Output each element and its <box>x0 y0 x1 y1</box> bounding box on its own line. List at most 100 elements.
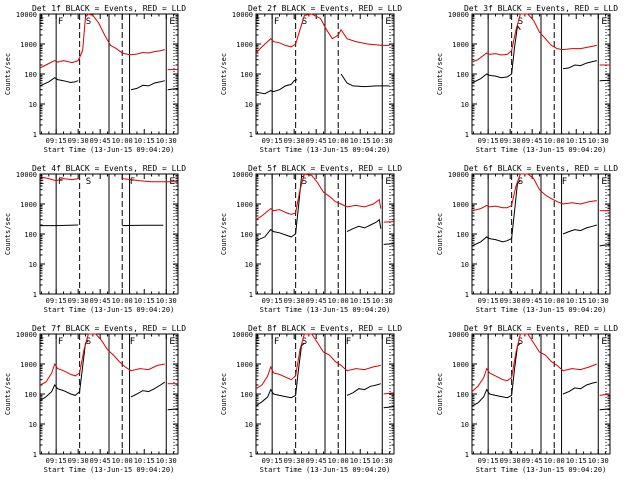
y-tick-label: 10 <box>29 101 37 109</box>
y-tick-label: 10000 <box>232 331 253 339</box>
region-label-s: S <box>302 337 307 347</box>
y-tick-label: 10 <box>245 101 253 109</box>
x-tick-label: 09:15 <box>262 297 283 305</box>
region-label-e: E <box>39 337 44 347</box>
x-axis-label: Start Time (13-Jun-15 09:04:20) <box>260 146 391 154</box>
y-tick-label: 1 <box>465 451 469 459</box>
region-label-f: F <box>274 17 279 27</box>
x-axis-label: Start Time (13-Jun-15 09:04:20) <box>260 306 391 314</box>
y-tick-label: 10000 <box>16 11 37 19</box>
x-tick-label: 10:30 <box>156 297 177 305</box>
x-axis-label: Start Time (13-Jun-15 09:04:20) <box>44 466 175 474</box>
series-lld-line <box>471 173 597 212</box>
x-tick-label: 09:45 <box>90 297 111 305</box>
series-events-line <box>562 224 597 235</box>
y-tick-label: 1 <box>465 291 469 299</box>
panel-det-5: Det 5f BLACK = Events, RED = LLD 1 10 100 10… <box>220 164 402 314</box>
region-label-e: E <box>385 177 390 187</box>
x-tick-label: 09:15 <box>262 137 283 145</box>
panel-title: Det 9f BLACK = Events, RED = LLD <box>464 324 618 333</box>
y-tick-label: 1000 <box>452 41 469 49</box>
y-tick-label: 100 <box>240 71 253 79</box>
x-tick-label: 10:15 <box>134 137 155 145</box>
y-tick-label: 10000 <box>448 171 469 179</box>
y-tick-label: 10000 <box>232 11 253 19</box>
region-label-e: E <box>255 17 260 27</box>
x-tick-label: 09:15 <box>46 137 67 145</box>
series-events-line <box>562 381 597 395</box>
x-tick-label: 09:45 <box>306 297 327 305</box>
series-lld-line <box>471 13 597 63</box>
x-tick-label: 09:45 <box>90 137 111 145</box>
region-label-e: E <box>255 337 260 347</box>
y-axis-label: Counts/sec <box>220 373 228 415</box>
x-tick-label: 09:30 <box>68 297 89 305</box>
x-tick-label: 10:15 <box>350 137 371 145</box>
region-label-s: S <box>518 17 523 27</box>
y-tick-label: 10000 <box>448 331 469 339</box>
series-lld-line <box>383 392 395 395</box>
region-label-f: F <box>562 177 567 187</box>
series-lld-line <box>39 176 79 182</box>
x-axis-label: Start Time (13-Jun-15 09:04:20) <box>476 466 607 474</box>
region-label-f: F <box>274 337 279 347</box>
series-events-line <box>599 79 611 82</box>
region-label-s: S <box>518 337 523 347</box>
series-events-line <box>599 243 611 247</box>
series-events-line <box>471 342 521 407</box>
y-tick-label: 100 <box>240 391 253 399</box>
region-label-s: S <box>518 177 523 187</box>
region-label-e: E <box>39 177 44 187</box>
series-events-line <box>167 87 179 91</box>
y-tick-label: 10000 <box>16 331 37 339</box>
x-tick-label: 09:30 <box>68 457 89 465</box>
region-label-s: S <box>86 17 91 27</box>
y-tick-label: 1 <box>249 291 253 299</box>
y-tick-label: 10 <box>461 421 469 429</box>
y-axis-label: Counts/sec <box>436 213 444 255</box>
y-tick-label: 100 <box>456 231 469 239</box>
x-tick-label: 09:30 <box>284 457 305 465</box>
x-tick-label: 10:00 <box>328 297 349 305</box>
region-label-e: E <box>385 17 390 27</box>
panel-title: Det 8f BLACK = Events, RED = LLD <box>248 324 402 333</box>
x-tick-label: 10:30 <box>156 137 177 145</box>
region-label-f: F <box>130 337 135 347</box>
x-tick-label: 09:15 <box>478 297 499 305</box>
x-tick-label: 09:30 <box>284 137 305 145</box>
series-lld-line <box>383 221 395 223</box>
y-tick-label: 100 <box>456 391 469 399</box>
panel-det-9: Det 9f BLACK = Events, RED = LLD 1 10 100 10… <box>436 324 618 474</box>
x-tick-label: 10:30 <box>372 457 393 465</box>
panel-det-4: Det 4f BLACK = Events, RED = LLD 1 10 100 10… <box>4 164 186 314</box>
series-events-line <box>383 243 395 245</box>
series-lld-line <box>599 393 611 396</box>
series-lld-line <box>255 173 382 221</box>
x-tick-label: 09:30 <box>68 137 89 145</box>
y-tick-label: 1 <box>33 291 37 299</box>
panel-title: Det 7f BLACK = Events, RED = LLD <box>32 324 186 333</box>
y-tick-label: 1000 <box>452 201 469 209</box>
panel-det-1: Det 1f BLACK = Events, RED = LLD 1 10 100 10… <box>4 4 186 154</box>
x-tick-label: 10:15 <box>134 297 155 305</box>
series-lld-line <box>39 13 165 69</box>
region-label-f: F <box>130 177 135 187</box>
y-tick-label: 1 <box>465 131 469 139</box>
y-tick-label: 1000 <box>236 41 253 49</box>
region-label-e: E <box>385 337 390 347</box>
y-tick-label: 1000 <box>452 361 469 369</box>
region-label-s: S <box>302 177 307 187</box>
series-events-line <box>39 77 79 87</box>
series-events-line <box>340 73 390 88</box>
y-tick-label: 10000 <box>16 171 37 179</box>
series-events-line <box>167 408 179 411</box>
series-events-line <box>346 218 382 233</box>
series-events-line <box>599 408 611 411</box>
y-axis-label: Counts/sec <box>436 373 444 415</box>
x-tick-label: 10:15 <box>350 297 371 305</box>
panel-title: Det 6f BLACK = Events, RED = LLD <box>464 164 618 173</box>
x-axis-label: Start Time (13-Jun-15 09:04:20) <box>476 146 607 154</box>
x-tick-label: 10:15 <box>566 457 587 465</box>
panel-det-3: Det 3f BLACK = Events, RED = LLD 1 10 100 10… <box>436 4 618 154</box>
